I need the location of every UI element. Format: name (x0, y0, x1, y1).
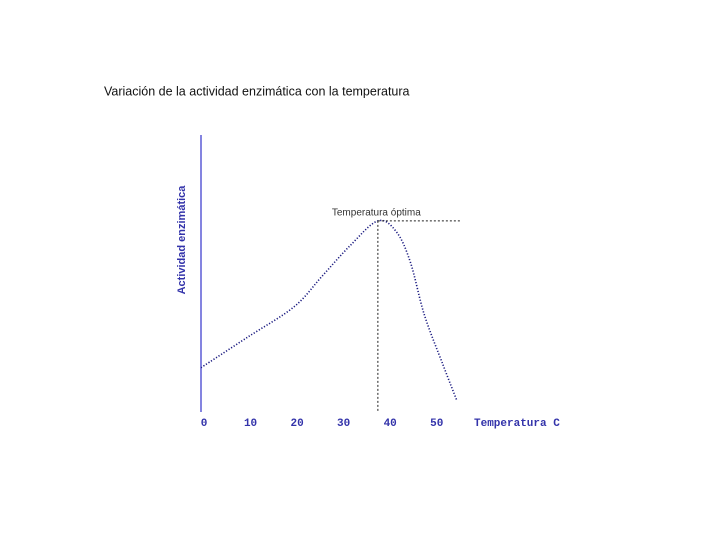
curve (200, 219, 458, 402)
x-tick-label: 50 (430, 418, 443, 430)
x-tick-label: 20 (290, 418, 303, 430)
annotation: Temperatura óptima (332, 208, 421, 219)
x-tick-label: 0 (201, 418, 208, 430)
x-tick-label: 10 (244, 418, 257, 430)
chart-title: Variación de la actividad enzimática con… (104, 84, 410, 98)
x-tick-label: 30 (337, 418, 350, 430)
x-tick-label: 40 (384, 418, 397, 430)
x-axis-label: Temperatura C (474, 418, 560, 430)
y-axis-label: Actividad enzimática (176, 185, 188, 295)
